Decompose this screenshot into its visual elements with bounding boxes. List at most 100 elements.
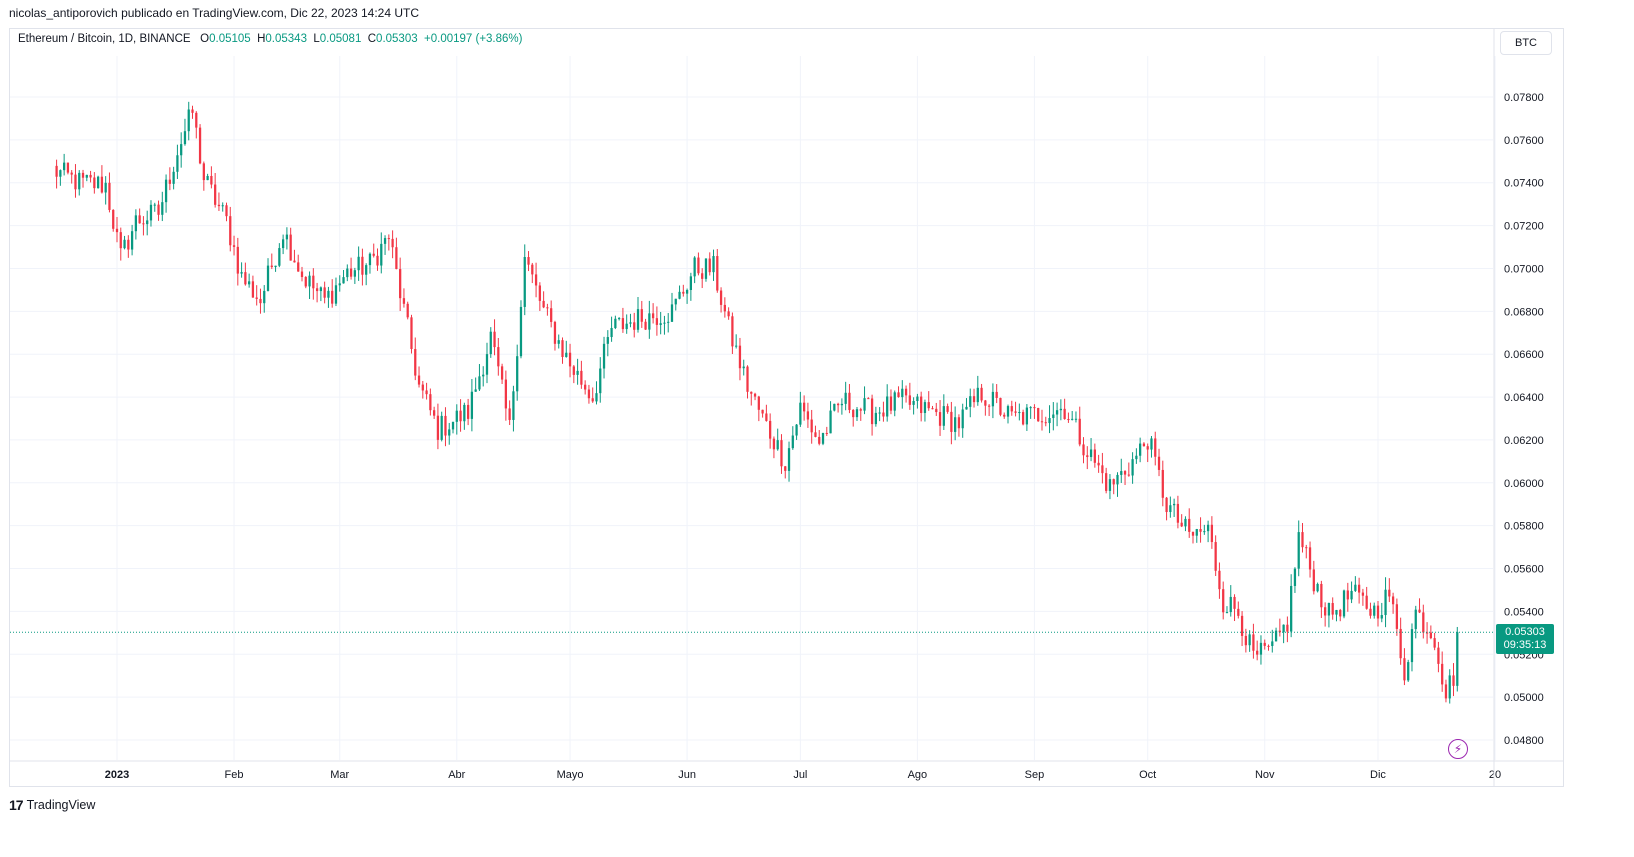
x-tick-label: Feb bbox=[225, 769, 244, 781]
candle-body bbox=[1414, 609, 1417, 630]
candle-body bbox=[1369, 608, 1372, 616]
candle-body bbox=[614, 318, 617, 329]
candle-body bbox=[425, 390, 428, 395]
candle-body bbox=[1089, 449, 1093, 458]
candle-body bbox=[455, 410, 458, 422]
y-tick-label: 0.05000 bbox=[1504, 692, 1544, 704]
candle-body bbox=[417, 375, 421, 385]
candle-body bbox=[1059, 408, 1062, 411]
candle-body bbox=[1150, 438, 1153, 450]
candle-body bbox=[142, 223, 145, 225]
candle-body bbox=[712, 256, 715, 273]
x-tick-label: Nov bbox=[1255, 769, 1275, 781]
candle-body bbox=[542, 300, 545, 308]
candle-body bbox=[1131, 459, 1134, 476]
currency-button[interactable]: BTC bbox=[1500, 31, 1552, 55]
candle-body bbox=[1093, 449, 1096, 463]
candle-body bbox=[478, 376, 481, 390]
candle-body bbox=[315, 288, 319, 292]
candle-body bbox=[104, 182, 107, 193]
candle-body bbox=[202, 163, 205, 181]
candle-body bbox=[553, 321, 557, 344]
candle-body bbox=[1256, 650, 1259, 655]
candle-body bbox=[1301, 532, 1304, 548]
candle-body bbox=[821, 432, 825, 444]
candle-body bbox=[1456, 632, 1459, 686]
y-tick-label: 0.07400 bbox=[1504, 178, 1544, 190]
candle-body bbox=[278, 248, 281, 266]
chart-frame[interactable] bbox=[9, 28, 1564, 787]
candle-body bbox=[1395, 604, 1399, 629]
candle-body bbox=[685, 289, 689, 294]
candle-body bbox=[304, 277, 307, 287]
y-tick-label: 0.05600 bbox=[1504, 564, 1544, 576]
candle-body bbox=[1157, 456, 1161, 470]
candle-body bbox=[667, 321, 670, 323]
candle-body bbox=[697, 257, 700, 274]
candle-body bbox=[580, 370, 583, 385]
candle-body bbox=[810, 419, 813, 433]
candle-body bbox=[1452, 675, 1455, 686]
candle-body bbox=[1025, 407, 1029, 425]
candle-body bbox=[308, 275, 311, 287]
candle-body bbox=[66, 162, 70, 173]
candle-body bbox=[1010, 406, 1013, 412]
candle-body bbox=[1278, 630, 1281, 633]
candle-body bbox=[1169, 505, 1172, 513]
candle-body bbox=[863, 398, 866, 411]
candle-body bbox=[882, 412, 885, 417]
candle-body bbox=[448, 429, 451, 436]
candle-body bbox=[829, 410, 832, 434]
candle-body bbox=[289, 234, 292, 261]
candle-body bbox=[1101, 465, 1104, 474]
candle-body bbox=[149, 204, 153, 221]
y-tick-label: 0.07600 bbox=[1504, 135, 1544, 147]
candle-body bbox=[659, 323, 662, 325]
candle-body bbox=[693, 257, 696, 277]
candle-body bbox=[629, 322, 632, 324]
candle-body bbox=[889, 396, 893, 411]
candle-body bbox=[606, 337, 609, 344]
candle-body bbox=[59, 170, 62, 177]
lightning-icon[interactable]: ⚡ bbox=[1448, 739, 1468, 759]
candle-body bbox=[1195, 529, 1198, 536]
candle-body bbox=[1165, 497, 1168, 513]
y-tick-label: 0.07200 bbox=[1504, 221, 1544, 233]
candle-body bbox=[1365, 595, 1368, 609]
candle-body bbox=[508, 408, 511, 420]
candle-body bbox=[1342, 590, 1346, 617]
x-tick-label: Oct bbox=[1139, 769, 1156, 781]
candle-body bbox=[1210, 524, 1214, 543]
candle-body bbox=[191, 109, 194, 113]
candle-body bbox=[765, 413, 768, 421]
candle-body bbox=[636, 309, 640, 330]
candle-body bbox=[1361, 592, 1365, 596]
candle-body bbox=[240, 272, 243, 274]
candle-body bbox=[1112, 479, 1115, 485]
candle-body bbox=[1021, 412, 1025, 425]
candle-body bbox=[1252, 634, 1255, 651]
candle-body bbox=[1172, 503, 1176, 506]
footer-brand[interactable]: 17 TradingView bbox=[9, 797, 95, 813]
y-tick-label: 0.05800 bbox=[1504, 521, 1544, 533]
candle-body bbox=[901, 388, 904, 398]
candle-body bbox=[602, 343, 606, 369]
candle-body bbox=[859, 409, 862, 411]
candle-body bbox=[550, 308, 553, 322]
candle-body bbox=[172, 171, 175, 184]
candle-body bbox=[433, 410, 436, 416]
candle-body bbox=[1146, 446, 1149, 450]
candle-body bbox=[1029, 407, 1032, 409]
candle-body bbox=[164, 179, 168, 203]
candle-body bbox=[1078, 418, 1081, 445]
candle-body bbox=[987, 405, 991, 407]
candle-body bbox=[100, 176, 104, 193]
candle-body bbox=[221, 205, 224, 207]
last-price-value: 0.05303 bbox=[1505, 626, 1545, 638]
candle-body bbox=[591, 398, 594, 402]
candle-body bbox=[1176, 503, 1180, 523]
candle-body bbox=[980, 387, 983, 401]
candle-body bbox=[1225, 612, 1229, 614]
candle-body bbox=[719, 290, 723, 305]
